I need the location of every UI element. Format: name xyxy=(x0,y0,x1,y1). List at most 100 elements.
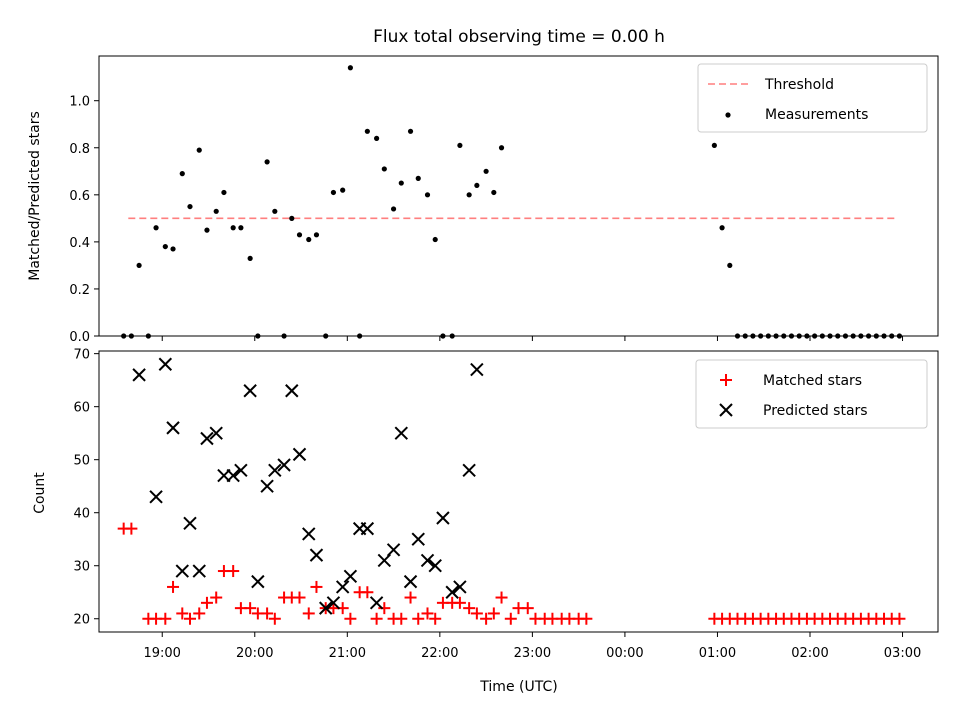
bottom-x-tick-label: 01:00 xyxy=(699,646,736,661)
bottom-panel: 20 30 40 50 60 70 19:00 20:00 21:00 22:00 23:00 00… xyxy=(32,348,939,695)
top-y-tick-label: 0.2 xyxy=(69,283,90,298)
measurement-point xyxy=(498,145,505,151)
measurement-point xyxy=(896,333,903,339)
measurement-point xyxy=(765,333,771,339)
measurement-point xyxy=(415,175,421,181)
bottom-y-tick-label: 20 xyxy=(73,613,90,628)
predicted-star-point xyxy=(200,431,214,446)
measurement-point xyxy=(289,215,295,221)
measurement-point xyxy=(796,333,802,339)
matched-star-point xyxy=(176,607,189,620)
measurement-point xyxy=(773,333,779,339)
predicted-star-point xyxy=(453,580,467,594)
measurement-point xyxy=(858,333,864,339)
predicted-star-point xyxy=(166,421,180,435)
bottom-x-tick-label: 23:00 xyxy=(514,646,551,661)
measurement-point xyxy=(842,333,849,339)
measurement-point xyxy=(424,192,431,198)
bottom-x-tick-label: 00:00 xyxy=(606,646,643,661)
measurement-point xyxy=(247,255,253,261)
predicted-star-point xyxy=(302,527,316,541)
predicted-star-point xyxy=(335,580,350,594)
measurement-point xyxy=(153,225,159,231)
measurement-point xyxy=(390,206,397,212)
matched-star-point xyxy=(480,612,493,625)
measurement-point xyxy=(788,333,795,339)
measurement-point xyxy=(264,159,270,165)
predicted-star-point xyxy=(403,574,418,589)
measurement-points xyxy=(121,65,903,339)
predicted-star-point xyxy=(319,601,333,615)
bottom-x-tick-label: 21:00 xyxy=(329,646,366,661)
bottom-x-tick-label: 02:00 xyxy=(791,646,828,661)
matched-star-point xyxy=(421,607,434,620)
predicted-star-point xyxy=(386,543,401,557)
bottom-legend: Matched stars Predicted stars xyxy=(695,359,928,429)
bottom-x-tick-label: 22:00 xyxy=(421,646,458,661)
predicted-star-point xyxy=(277,458,291,472)
matched-star-point xyxy=(463,602,476,615)
measurement-point xyxy=(170,246,176,252)
matched-star-point xyxy=(261,607,274,620)
measurement-point xyxy=(474,182,480,189)
matched-star-point xyxy=(412,612,425,625)
matched-star-point xyxy=(193,607,206,620)
predicted-star-point xyxy=(251,574,265,589)
measurement-point xyxy=(364,128,370,134)
measurement-point xyxy=(407,128,414,134)
legend-threshold-label: Threshold xyxy=(764,77,834,93)
matched-star-point xyxy=(293,591,306,604)
measurement-point xyxy=(255,333,261,339)
measurement-point xyxy=(381,166,387,172)
bottom-y-tick-label: 50 xyxy=(73,454,90,469)
predicted-star-point xyxy=(158,357,173,371)
matched-star-point xyxy=(244,602,257,615)
top-y-axis-label: Matched/Predicted stars xyxy=(27,111,43,281)
measurement-point xyxy=(457,142,463,149)
measurement-point xyxy=(313,232,320,238)
measurement-point xyxy=(804,333,810,339)
matched-star-point xyxy=(183,612,196,625)
matched-star-point xyxy=(310,580,323,593)
legend-measurements-label: Measurements xyxy=(765,107,868,123)
legend-matched-swatch xyxy=(720,374,732,386)
bottom-x-tick-label: 03:00 xyxy=(884,646,921,661)
matched-star-point xyxy=(453,596,466,609)
matched-star-point xyxy=(404,591,417,604)
bottom-legend-box xyxy=(695,359,928,429)
matched-star-point xyxy=(893,612,906,625)
predicted-star-point xyxy=(470,362,484,377)
measurement-point xyxy=(873,333,879,339)
measurement-point xyxy=(238,225,244,231)
measurement-point xyxy=(296,232,303,238)
legend-matched-label: Matched stars xyxy=(763,373,862,389)
top-panel: 0.0 0.2 0.4 0.6 0.8 1.0 Matched/Predicted sta… xyxy=(27,55,939,345)
bottom-y-tick-label: 60 xyxy=(73,401,90,416)
top-legend-box xyxy=(697,63,928,133)
matched-star-point xyxy=(361,586,374,599)
top-y-tick-label: 1.0 xyxy=(69,95,90,110)
predicted-star-point xyxy=(326,596,341,610)
bottom-y-axis: 20 30 40 50 60 70 xyxy=(73,348,99,628)
matched-star-point xyxy=(167,580,180,593)
matched-star-point xyxy=(344,612,357,625)
measurement-point xyxy=(145,333,151,339)
matched-star-point xyxy=(200,596,213,609)
legend-predicted-label: Predicted stars xyxy=(763,403,868,419)
bottom-y-axis-label: Count xyxy=(32,472,48,514)
matched-star-point xyxy=(504,612,517,625)
predicted-star-point xyxy=(268,463,282,477)
predicted-star-point xyxy=(360,521,375,536)
measurement-point xyxy=(179,171,185,177)
measurement-point xyxy=(734,333,741,339)
predicted-star-point xyxy=(462,463,476,477)
matched-star-point xyxy=(302,607,315,620)
predicted-star-point xyxy=(226,468,240,483)
measurement-point xyxy=(827,333,833,339)
predicted-star-point xyxy=(394,426,408,440)
measurement-point xyxy=(323,333,329,339)
matched-star-point xyxy=(370,612,383,625)
measurement-point xyxy=(865,333,872,339)
predicted-stars-points xyxy=(132,357,484,615)
